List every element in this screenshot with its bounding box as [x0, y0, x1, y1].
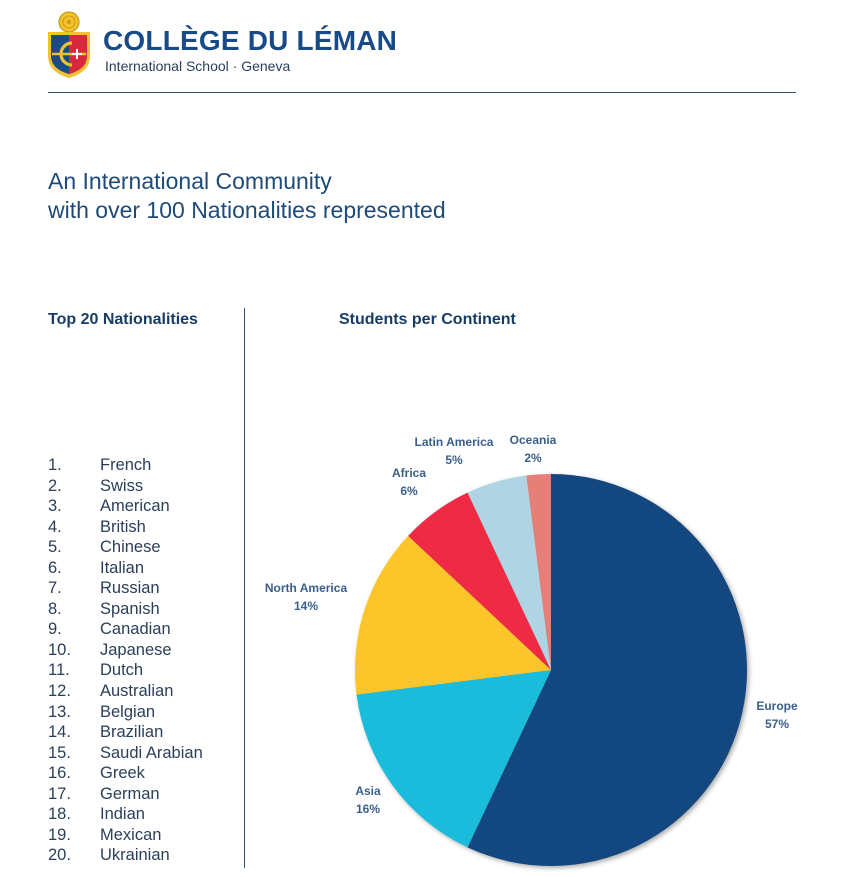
nationality-item: 14. Brazilian: [48, 722, 203, 743]
nationality-name: French: [100, 456, 152, 474]
slice-value-label: 14%: [294, 599, 318, 613]
nationality-item: 6. Italian: [48, 558, 203, 579]
nationality-item: 17. German: [48, 784, 203, 805]
nationalities-list: 1. French 2. Swiss 3. American 4. British 5. Chin…: [48, 455, 203, 866]
nationality-name: Brazilian: [100, 723, 164, 742]
slice-value-label: 2%: [524, 451, 542, 465]
nationality-name: Belgian: [100, 702, 156, 721]
slice-category-label: North America: [265, 581, 348, 595]
headline-line-2: with over 100 Nationalities represented: [48, 197, 446, 223]
nationality-name: American: [100, 497, 170, 516]
slice-category-label: Europe: [756, 699, 798, 713]
nationality-item: 20. Ukrainian: [48, 845, 203, 866]
nationality-name: German: [100, 784, 160, 803]
nationality-name: Swiss: [100, 476, 144, 495]
nationality-item: 18. Indian: [48, 804, 203, 825]
nationality-name: Dutch: [100, 661, 144, 680]
pie-slice-europe: [467, 474, 747, 867]
slice-value-label: 5%: [445, 453, 463, 467]
header-divider: [48, 92, 796, 93]
nationality-item: 19. Mexican: [48, 825, 203, 846]
nationality-rank: 9.: [48, 620, 62, 639]
nationality-item: 8. Spanish: [48, 599, 203, 620]
nationality-rank: 20.: [48, 846, 71, 865]
slice-label-north-america: North America 14%: [265, 581, 348, 613]
slice-label-oceania: Oceania 2%: [510, 433, 557, 465]
nationality-rank: 19.: [48, 825, 71, 844]
nationality-item: 10. Japanese: [48, 640, 203, 661]
nationality-name: Canadian: [100, 620, 171, 639]
nationality-rank: 10.: [48, 640, 71, 659]
nationality-rank: 15.: [48, 743, 71, 762]
pie-slices: [355, 474, 747, 867]
nationality-rank: 8.: [48, 599, 62, 618]
nationality-item: 16. Greek: [48, 763, 203, 784]
header: COLLÈGE DU LÉMAN International School · …: [44, 10, 796, 94]
nationality-name: Spanish: [100, 599, 160, 618]
nationality-name: Mexican: [100, 825, 162, 844]
nationality-item: 1. French: [48, 455, 203, 476]
slice-value-label: 57%: [765, 717, 789, 731]
nationality-item: 3. American: [48, 496, 203, 517]
nationality-name: Chinese: [100, 538, 161, 557]
slice-category-label: Oceania: [510, 433, 557, 447]
nationality-item: 5. Chinese: [48, 537, 203, 558]
nationality-name: British: [100, 517, 146, 536]
slice-label-europe: Europe 57%: [756, 699, 798, 731]
nationality-name: Italian: [100, 558, 145, 577]
nationality-rank: 6.: [48, 558, 62, 577]
pie-slice-asia: [356, 670, 551, 848]
pie-slice-north-america: [355, 535, 551, 695]
nationality-rank: 14.: [48, 723, 71, 742]
slice-value-label: 6%: [400, 484, 418, 498]
nationality-name: Ukrainian: [100, 846, 170, 865]
nationality-rank: 13.: [48, 702, 71, 721]
nationality-name: Australian: [100, 682, 174, 701]
pie-slice-latin-america: [467, 475, 551, 670]
nationality-rank: 16.: [48, 764, 71, 783]
nationality-item: 7. Russian: [48, 578, 203, 599]
nationality-name: Indian: [100, 805, 145, 824]
nationality-name: Japanese: [100, 640, 172, 659]
nationality-rank: 17.: [48, 784, 71, 803]
chart-title: Students per Continent: [339, 311, 516, 328]
slice-label-africa: Africa 6%: [392, 466, 426, 498]
nationality-rank: 4.: [48, 517, 62, 536]
nationality-item: 9. Canadian: [48, 619, 203, 640]
nationality-item: 12. Australian: [48, 681, 203, 702]
pie-slice-africa: [408, 492, 551, 670]
headline-line-1: An International Community: [48, 168, 332, 194]
slice-category-label: Latin America: [415, 435, 494, 449]
nationality-name: Greek: [100, 764, 145, 783]
nationalities-title: Top 20 Nationalities: [48, 311, 198, 328]
nationality-rank: 7.: [48, 579, 62, 598]
slice-label-latin-america: Latin America 5%: [415, 435, 494, 467]
nationality-item: 15. Saudi Arabian: [48, 743, 203, 764]
slice-label-asia: Asia 16%: [355, 784, 381, 816]
slice-category-label: Asia: [355, 784, 381, 798]
nationality-rank: 11.: [48, 661, 70, 680]
nationality-rank: 5.: [48, 538, 62, 557]
nationality-item: 13. Belgian: [48, 702, 203, 723]
school-crest-icon: [48, 11, 90, 78]
slice-category-label: Africa: [392, 466, 426, 480]
nationality-item: 11. Dutch: [48, 660, 203, 681]
nationality-rank: 18.: [48, 805, 71, 824]
school-subtitle: International School · Geneva: [105, 58, 291, 74]
school-name: COLLÈGE DU LÉMAN: [103, 25, 398, 56]
column-divider: [244, 308, 245, 868]
nationality-item: 2. Swiss: [48, 476, 203, 497]
page-headline: An International Community with over 100…: [48, 167, 446, 225]
nationality-rank: 3.: [48, 497, 62, 516]
nationality-rank: 2.: [48, 476, 62, 495]
pie-slice-oceania: [526, 474, 551, 670]
nationality-rank: 1.: [48, 456, 62, 474]
slice-value-label: 16%: [356, 802, 380, 816]
nationality-item: 4. British: [48, 517, 203, 538]
pie-labels: Europe 57% Asia 16% North America 14% Africa 6%…: [265, 433, 798, 816]
nationality-name: Russian: [100, 579, 160, 598]
nationality-rank: 12.: [48, 682, 71, 701]
nationality-name: Saudi Arabian: [100, 743, 203, 762]
